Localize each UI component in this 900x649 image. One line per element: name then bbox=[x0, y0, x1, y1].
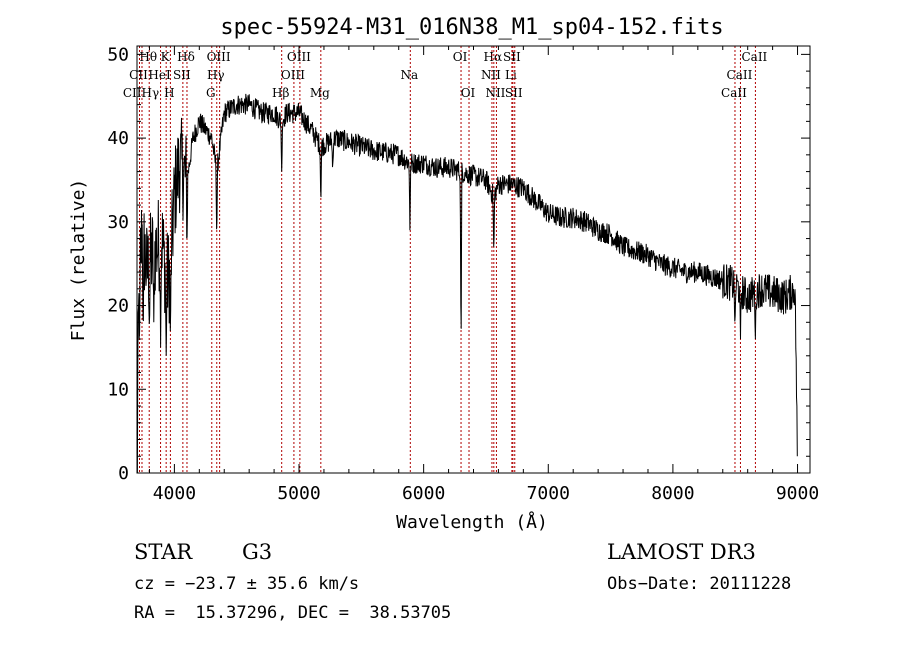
x-tick-label: 6000 bbox=[402, 483, 445, 504]
y-axis-label: Flux (relative) bbox=[68, 179, 89, 342]
x-axis-label: Wavelength (Å) bbox=[396, 511, 548, 533]
object-class: STAR bbox=[134, 540, 193, 564]
obs-date: Obs−Date: 20111228 bbox=[607, 574, 792, 594]
spectrum-line bbox=[136, 93, 798, 474]
y-tick-label: 40 bbox=[107, 128, 129, 149]
line-marker-label: OIII bbox=[281, 68, 305, 82]
object-subclass: G3 bbox=[242, 540, 273, 564]
line-marker-label: SII bbox=[173, 68, 191, 82]
line-marker-label: HeI bbox=[148, 68, 171, 82]
chart-title: spec-55924-M31_016N38_M1_sp04-152.fits bbox=[220, 15, 723, 40]
y-tick-label: 10 bbox=[107, 379, 129, 400]
line-marker-label: Mg bbox=[310, 86, 330, 100]
y-tick-label: 0 bbox=[118, 463, 129, 484]
line-marker-label: CIIHγ bbox=[123, 86, 159, 100]
axis-ticks: 4000 5000 6000 7000 8000 9000 0 10 20 30 40 50 bbox=[107, 44, 819, 504]
line-marker-label: OI bbox=[453, 50, 468, 64]
line-marker-label: Hγ bbox=[207, 68, 225, 82]
x-tick-label: 5000 bbox=[277, 483, 320, 504]
line-marker-label: SII bbox=[503, 50, 521, 64]
line-marker-label: Li bbox=[505, 68, 517, 82]
line-marker-label: CaII bbox=[721, 86, 747, 100]
y-tick-label: 30 bbox=[107, 212, 129, 233]
line-marker-label: Hθ bbox=[139, 50, 157, 64]
line-marker-label: Hδ bbox=[177, 50, 195, 64]
line-marker-label: CaII bbox=[741, 50, 767, 64]
x-tick-label: 8000 bbox=[651, 483, 694, 504]
line-markers: Hθ CII CIIHγ K HeI H Hδ SII OIII Hγ G OIII OIII Hβ Mg N… bbox=[123, 46, 768, 473]
coordinates: RA = 15.37296, DEC = 38.53705 bbox=[134, 603, 452, 623]
line-marker-label: NII bbox=[481, 68, 501, 82]
y-tick-label: 20 bbox=[107, 296, 129, 317]
y-tick-label: 50 bbox=[107, 44, 129, 65]
line-marker-label: OIII bbox=[207, 50, 231, 64]
line-marker-label: Hβ bbox=[272, 86, 289, 100]
line-marker-label: H bbox=[164, 86, 174, 100]
line-marker-label: G bbox=[206, 86, 216, 100]
line-marker-label: OIII bbox=[287, 50, 311, 64]
data-release: LAMOST DR3 bbox=[607, 540, 756, 564]
x-tick-label: 9000 bbox=[776, 483, 819, 504]
x-tick-label: 7000 bbox=[527, 483, 570, 504]
spectrum-layer bbox=[136, 93, 798, 474]
x-tick-label: 4000 bbox=[153, 483, 196, 504]
line-marker-label: NII bbox=[485, 86, 505, 100]
redshift-readout: cz = −23.7 ± 35.6 km/s bbox=[134, 574, 360, 594]
line-marker-label: K bbox=[161, 50, 171, 64]
line-marker-label: OI bbox=[461, 86, 476, 100]
line-marker-label: CaII bbox=[727, 68, 753, 82]
line-marker-label: SII bbox=[505, 86, 523, 100]
line-marker-label: Hα bbox=[484, 50, 503, 64]
line-marker-label: Na bbox=[400, 68, 418, 82]
line-marker-label: CII bbox=[129, 68, 148, 82]
